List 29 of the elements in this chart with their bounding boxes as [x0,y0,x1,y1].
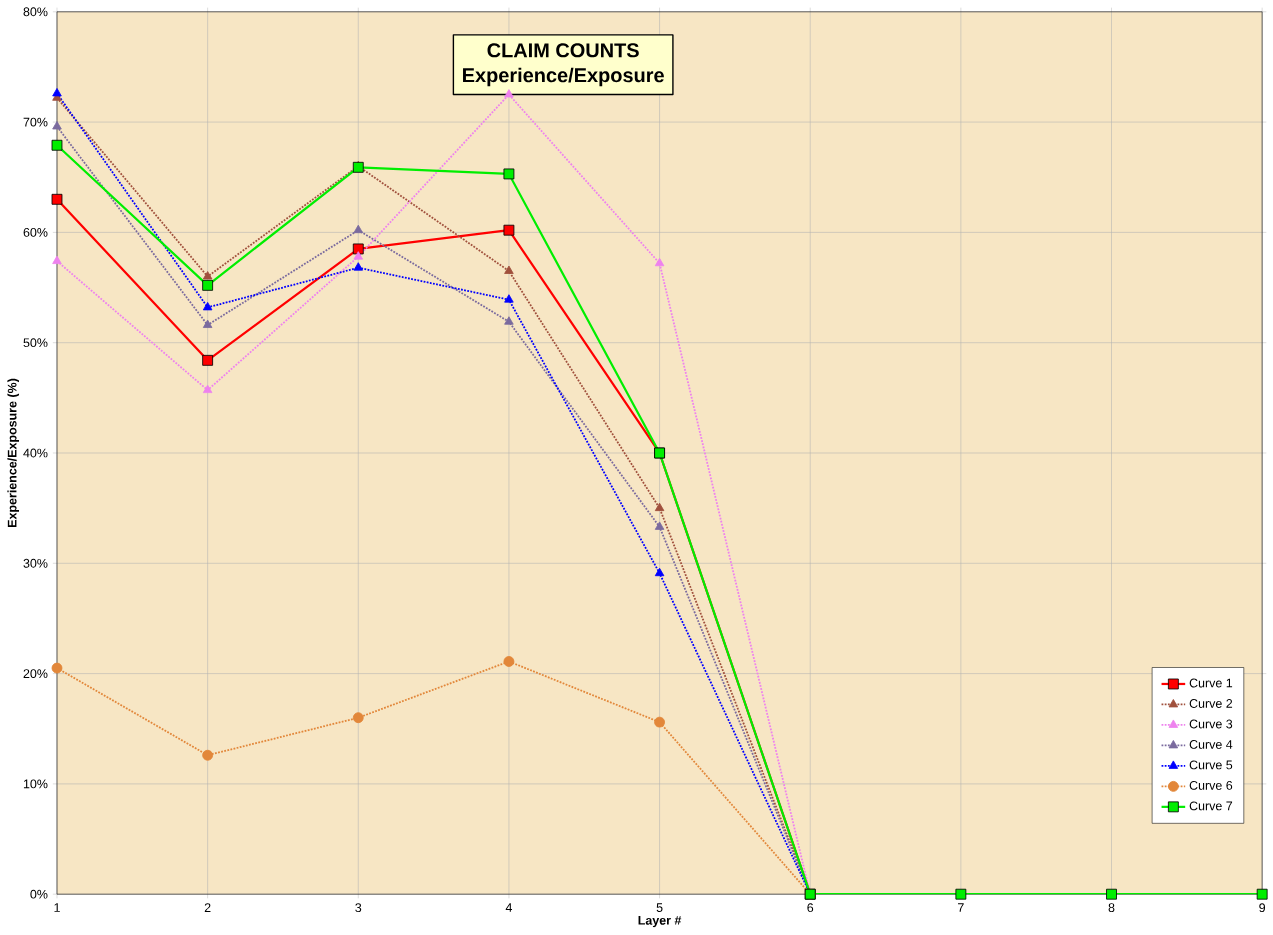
x-tick-label: 8 [1108,903,1115,913]
y-tick-label: 10% [23,779,48,789]
y-axis-title: Experience/Exposure (%) [7,378,20,528]
y-tick-label: 0% [30,889,48,899]
y-tick-label: 40% [23,448,48,458]
legend-label: Curve 7 [1189,801,1233,811]
x-tick-label: 4 [505,903,513,913]
y-tick-label: 50% [23,338,48,348]
y-tick-label: 20% [23,669,48,679]
x-tick-label: 5 [656,903,663,913]
x-tick-label: 7 [958,903,964,913]
x-tick-label: 6 [807,903,814,913]
y-tick-label: 80% [23,7,48,17]
legend-label: Curve 6 [1189,781,1233,791]
y-tick-label: 30% [23,559,48,568]
legend-label: Curve 4 [1189,740,1233,750]
legend-label: Curve 3 [1189,719,1233,729]
legend-label: Curve 1 [1189,678,1233,688]
text: CLAIM COUNTS [487,43,639,58]
x-tick-label: 9 [1259,903,1266,913]
text: Experience/Exposure [463,67,664,87]
y-tick-label: 70% [23,117,48,127]
x-tick-label: 1 [54,903,60,913]
legend-label: Curve 5 [1189,760,1233,770]
y-tick-label: 60% [23,228,48,238]
legend-label: Curve 2 [1189,699,1233,709]
x-tick-label: 2 [204,903,211,913]
x-tick-label: 3 [355,903,362,913]
x-axis-title: Layer # [638,916,682,928]
